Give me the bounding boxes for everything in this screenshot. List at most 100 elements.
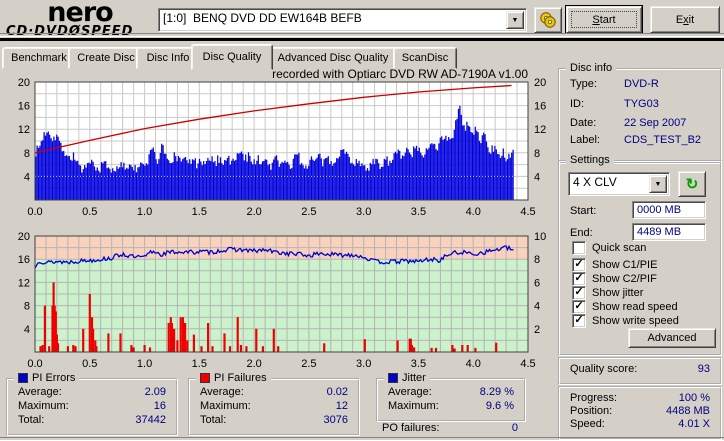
toolbar-divider xyxy=(0,33,724,37)
eject-button[interactable] xyxy=(534,7,562,33)
scan-speed-value: 4 X CLV xyxy=(573,175,617,189)
svg-text:4.5: 4.5 xyxy=(520,206,535,218)
tab-disc-info[interactable]: Disc Info xyxy=(136,47,200,69)
position-value: 4488 MB xyxy=(665,405,710,417)
refresh-button[interactable]: ↻ xyxy=(678,171,706,197)
pi-errors-chart: recorded with Optiarc DVD RW AD-7190A v1… xyxy=(18,67,547,218)
bottom-divider xyxy=(0,437,724,441)
svg-text:6: 6 xyxy=(534,277,540,289)
svg-text:1.0: 1.0 xyxy=(137,358,152,370)
settings-group: Settings 4 X CLV ▼ ↻ Start: End: Quick s… xyxy=(558,154,722,356)
svg-text:1.0: 1.0 xyxy=(137,206,152,218)
speed-label: Speed: xyxy=(570,418,605,430)
scan-end-label: End: xyxy=(570,227,593,239)
show-write-speed-row: ✓ Show write speed xyxy=(572,314,679,328)
discs-icon xyxy=(540,12,556,28)
show-c2-pif-checkbox[interactable]: ✓ xyxy=(572,272,586,286)
pi-failures-legend-icon xyxy=(200,373,210,383)
pi-errors-legend-icon xyxy=(18,373,28,383)
refresh-icon: ↻ xyxy=(685,176,699,193)
disc-info-title: Disc info xyxy=(566,62,617,74)
pi-failures-group: PI Failures Average: 0.02 Maximum: 12 To… xyxy=(188,372,360,436)
disc-type-label: Type: xyxy=(570,78,597,90)
start-button[interactable]: Start xyxy=(565,5,643,34)
speed-value: 4.01 X xyxy=(678,418,710,430)
svg-text:2.5: 2.5 xyxy=(301,206,316,218)
svg-text:4.0: 4.0 xyxy=(466,358,481,370)
svg-text:8: 8 xyxy=(24,301,30,313)
po-failures-value: 0 xyxy=(511,422,518,434)
nero-logo: nero CD·DVDØSPEED xyxy=(6,0,154,39)
quick-scan-row: Quick scan xyxy=(572,241,646,255)
exit-button[interactable]: Exit xyxy=(650,6,720,33)
progress-panel: Progress: 100 % Position: 4488 MB Speed:… xyxy=(558,386,722,440)
jitter-average-value: 8.29 % xyxy=(479,386,514,398)
svg-text:16: 16 xyxy=(18,101,30,113)
tab-disc-quality[interactable]: Disc Quality xyxy=(191,44,273,70)
drive-select-combobox[interactable]: [1:0] BENQ DVD DD EW164B BEFB ▼ xyxy=(158,8,527,32)
show-c1-pie-checkbox[interactable]: ✓ xyxy=(572,258,586,272)
svg-text:3.5: 3.5 xyxy=(411,206,426,218)
logo-cdvdspeed-text: CD·DVDØSPEED xyxy=(6,24,134,39)
svg-text:4.0: 4.0 xyxy=(466,206,481,218)
pie-total-label: Total: xyxy=(18,414,45,426)
tab-scandisc[interactable]: ScanDisc xyxy=(393,47,457,69)
disc-date-label: Date: xyxy=(570,117,597,129)
svg-text:20: 20 xyxy=(18,231,30,243)
pif-total-label: Total: xyxy=(200,414,227,426)
exit-button-label: Exit xyxy=(675,13,695,26)
scan-start-label: Start: xyxy=(570,205,597,217)
header-black-bar xyxy=(0,38,724,41)
pie-average-label: Average: xyxy=(18,386,62,398)
pie-total-value: 37442 xyxy=(135,414,166,426)
pif-average-value: 0.02 xyxy=(326,386,348,398)
scan-end-input[interactable] xyxy=(632,223,706,241)
scan-start-input[interactable] xyxy=(632,201,706,219)
svg-text:2: 2 xyxy=(534,324,540,336)
pie-maximum-label: Maximum: xyxy=(18,400,69,412)
show-write-speed-checkbox[interactable]: ✓ xyxy=(572,314,586,328)
scan-speed-dropdown-arrow[interactable]: ▼ xyxy=(649,175,667,193)
svg-text:4: 4 xyxy=(24,171,30,183)
progress-label: Progress: xyxy=(570,392,618,404)
show-read-speed-checkbox[interactable]: ✓ xyxy=(572,300,586,314)
pif-maximum-label: Maximum: xyxy=(200,400,251,412)
pi-failures-title: PI Failures xyxy=(196,372,271,384)
pi-errors-title: PI Errors xyxy=(14,372,80,384)
jitter-maximum-label: Maximum: xyxy=(388,400,439,412)
disc-id-value: TYG03 xyxy=(624,98,659,110)
tab-create-disc[interactable]: Create Disc xyxy=(68,47,144,69)
advanced-button[interactable]: Advanced xyxy=(628,328,716,348)
svg-text:8: 8 xyxy=(534,148,540,160)
svg-text:0.5: 0.5 xyxy=(82,206,97,218)
svg-text:10: 10 xyxy=(534,231,546,243)
drive-select-dropdown-arrow[interactable]: ▼ xyxy=(506,11,524,29)
tab-benchmark[interactable]: Benchmark xyxy=(2,47,76,69)
pif-total-value: 3076 xyxy=(323,414,348,426)
svg-text:1.5: 1.5 xyxy=(192,358,207,370)
tab-advanced-disc-quality[interactable]: Advanced Disc Quality xyxy=(265,47,401,69)
quick-scan-checkbox[interactable] xyxy=(572,241,586,255)
scan-speed-combobox[interactable]: 4 X CLV ▼ xyxy=(568,172,670,196)
svg-text:1.5: 1.5 xyxy=(192,206,207,218)
disc-type-value: DVD-R xyxy=(624,78,659,90)
jitter-title: Jitter xyxy=(384,372,430,384)
svg-text:8: 8 xyxy=(24,148,30,160)
jitter-average-label: Average: xyxy=(388,386,432,398)
pie-average-value: 2.09 xyxy=(144,386,166,398)
drive-select-value: [1:0] BENQ DVD DD EW164B BEFB xyxy=(163,11,362,25)
start-button-label: Start xyxy=(592,13,616,26)
svg-text:20: 20 xyxy=(534,77,546,89)
svg-text:12: 12 xyxy=(534,124,546,136)
position-label: Position: xyxy=(570,405,613,417)
show-c2-pif-row: ✓ Show C2/PIF xyxy=(572,272,657,286)
svg-text:recorded with Optiarc DVD RW A: recorded with Optiarc DVD RW AD-7190A v1… xyxy=(272,67,528,81)
show-jitter-checkbox[interactable]: ✓ xyxy=(572,286,586,300)
disc-label-value: CDS_TEST_B2 xyxy=(624,134,702,146)
quality-score-panel: Quality score: 93 xyxy=(558,357,722,385)
progress-value: 100 % xyxy=(678,392,710,404)
show-write-speed-label: Show write speed xyxy=(592,315,679,327)
svg-text:4: 4 xyxy=(534,301,540,313)
pif-maximum-value: 12 xyxy=(335,400,348,412)
jitter-legend-icon xyxy=(388,373,398,383)
